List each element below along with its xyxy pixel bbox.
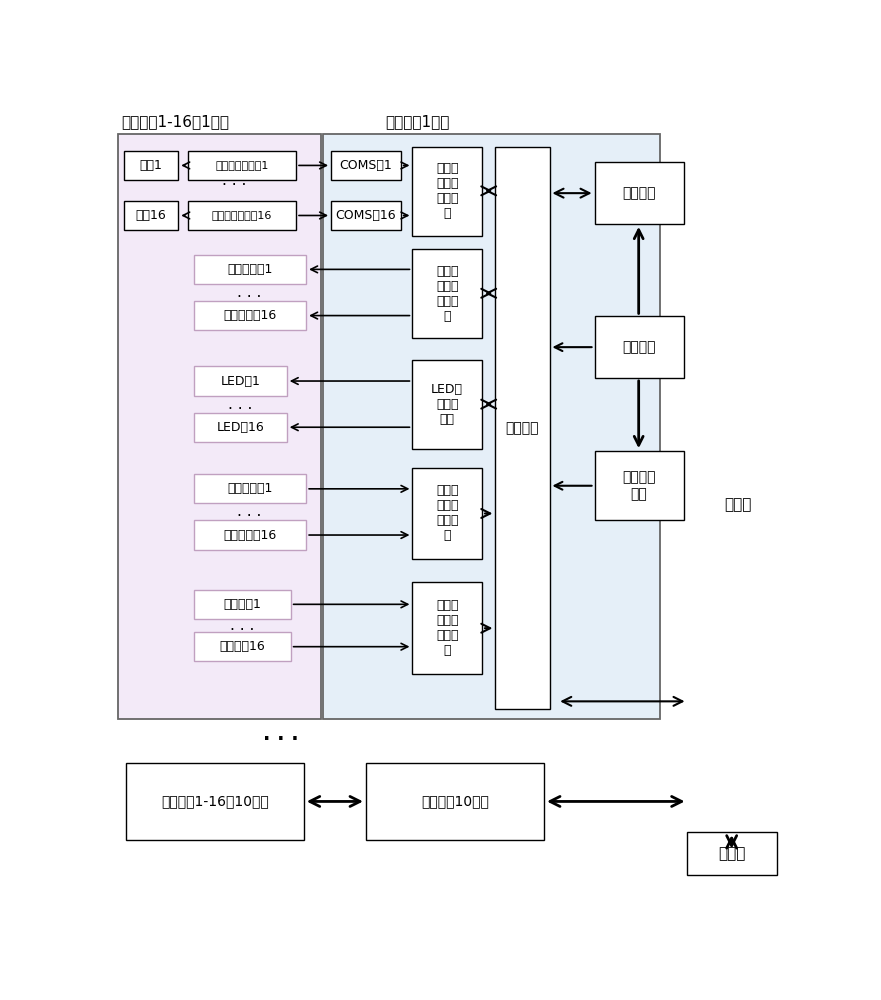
Bar (188, 151, 296, 180)
Text: 电机1: 电机1 (140, 159, 163, 172)
Bar (595, 316, 684, 378)
Bar (331, 151, 401, 180)
Text: 红外发射器1: 红外发射器1 (227, 263, 273, 276)
Text: 通讯模块: 通讯模块 (622, 186, 655, 200)
Text: 电机控制电路板16: 电机控制电路板16 (211, 210, 272, 220)
Text: 红外发射器16: 红外发射器16 (224, 309, 277, 322)
Bar (194, 413, 287, 442)
Bar (118, 134, 321, 719)
Text: 微处理器: 微处理器 (506, 421, 539, 435)
Bar (194, 366, 287, 396)
Text: LED多
路选择
单元: LED多 路选择 单元 (432, 383, 463, 426)
Bar (188, 201, 296, 230)
Text: 红外接收器16: 红外接收器16 (224, 529, 277, 542)
Text: 电机控制电路板1: 电机控制电路板1 (215, 160, 269, 170)
Text: 电机控
制多路
选择单
元: 电机控 制多路 选择单 元 (436, 162, 458, 220)
Text: 上位机: 上位机 (718, 846, 745, 861)
Bar (194, 520, 307, 550)
Bar (412, 468, 482, 559)
Bar (124, 151, 178, 180)
Text: COMS管1: COMS管1 (339, 159, 392, 172)
Text: 电机总成1-16（10层）: 电机总成1-16（10层） (161, 794, 269, 808)
Text: . . .: . . . (222, 173, 247, 188)
Bar (412, 249, 482, 338)
Text: 主控板（10层）: 主控板（10层） (421, 794, 489, 808)
Bar (412, 582, 482, 674)
Bar (595, 162, 684, 224)
Bar (194, 301, 307, 330)
Text: 微动开关1: 微动开关1 (223, 598, 261, 611)
Text: LED灯16: LED灯16 (217, 421, 264, 434)
Bar (124, 201, 178, 230)
Bar (194, 474, 307, 503)
Text: 电机总成1-16（1层）: 电机总成1-16（1层） (121, 114, 229, 129)
Bar (126, 763, 304, 840)
Bar (323, 134, 661, 719)
Text: . . .: . . . (230, 618, 254, 633)
Text: · · ·: · · · (263, 730, 299, 749)
Bar (495, 147, 550, 709)
Text: 电机16: 电机16 (136, 209, 167, 222)
Bar (595, 451, 684, 520)
Text: 红外接
收多路
选择单
元: 红外接 收多路 选择单 元 (436, 484, 458, 542)
Bar (412, 360, 482, 449)
Bar (331, 201, 401, 230)
Text: . . .: . . . (228, 397, 253, 412)
Text: 主控板（1层）: 主控板（1层） (385, 114, 449, 129)
Text: 微动开
关多路
选择单
元: 微动开 关多路 选择单 元 (436, 599, 458, 657)
Bar (687, 832, 777, 875)
Bar (412, 147, 482, 235)
Bar (194, 255, 307, 284)
Text: 电源模块: 电源模块 (622, 340, 655, 354)
Bar (194, 590, 291, 619)
Text: . . .: . . . (238, 285, 262, 300)
Bar (366, 763, 544, 840)
Bar (194, 632, 291, 661)
Text: 红外发
射多路
选择单
元: 红外发 射多路 选择单 元 (436, 265, 458, 323)
Text: . . .: . . . (238, 504, 262, 519)
Text: COMS管16: COMS管16 (336, 209, 396, 222)
Text: 红外接收器1: 红外接收器1 (227, 482, 273, 495)
Text: 转接板: 转接板 (724, 497, 751, 512)
Text: LED灯1: LED灯1 (220, 375, 260, 388)
Text: 微动开关16: 微动开关16 (219, 640, 265, 653)
Text: 地址拨码
开关: 地址拨码 开关 (622, 471, 655, 501)
